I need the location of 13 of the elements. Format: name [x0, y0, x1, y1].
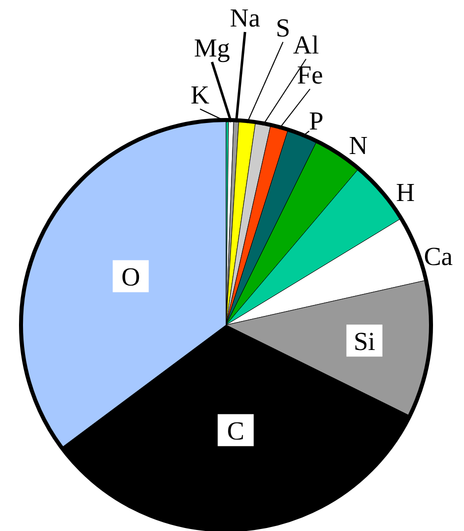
slice-label: O	[121, 262, 140, 292]
slice-label: K	[190, 80, 210, 110]
slice-label: Fe	[297, 60, 323, 90]
slice-label: Mg	[194, 34, 230, 62]
slice-label: C	[227, 416, 244, 446]
slice-label: Si	[354, 327, 376, 356]
slice-label: Na	[230, 4, 261, 32]
slice-label: Ca	[424, 242, 454, 272]
slice-label: P	[308, 106, 324, 136]
slice-label: N	[348, 130, 368, 160]
slice-label: Al	[293, 30, 319, 60]
slice-label: S	[276, 14, 290, 42]
slice-label: H	[396, 178, 415, 207]
